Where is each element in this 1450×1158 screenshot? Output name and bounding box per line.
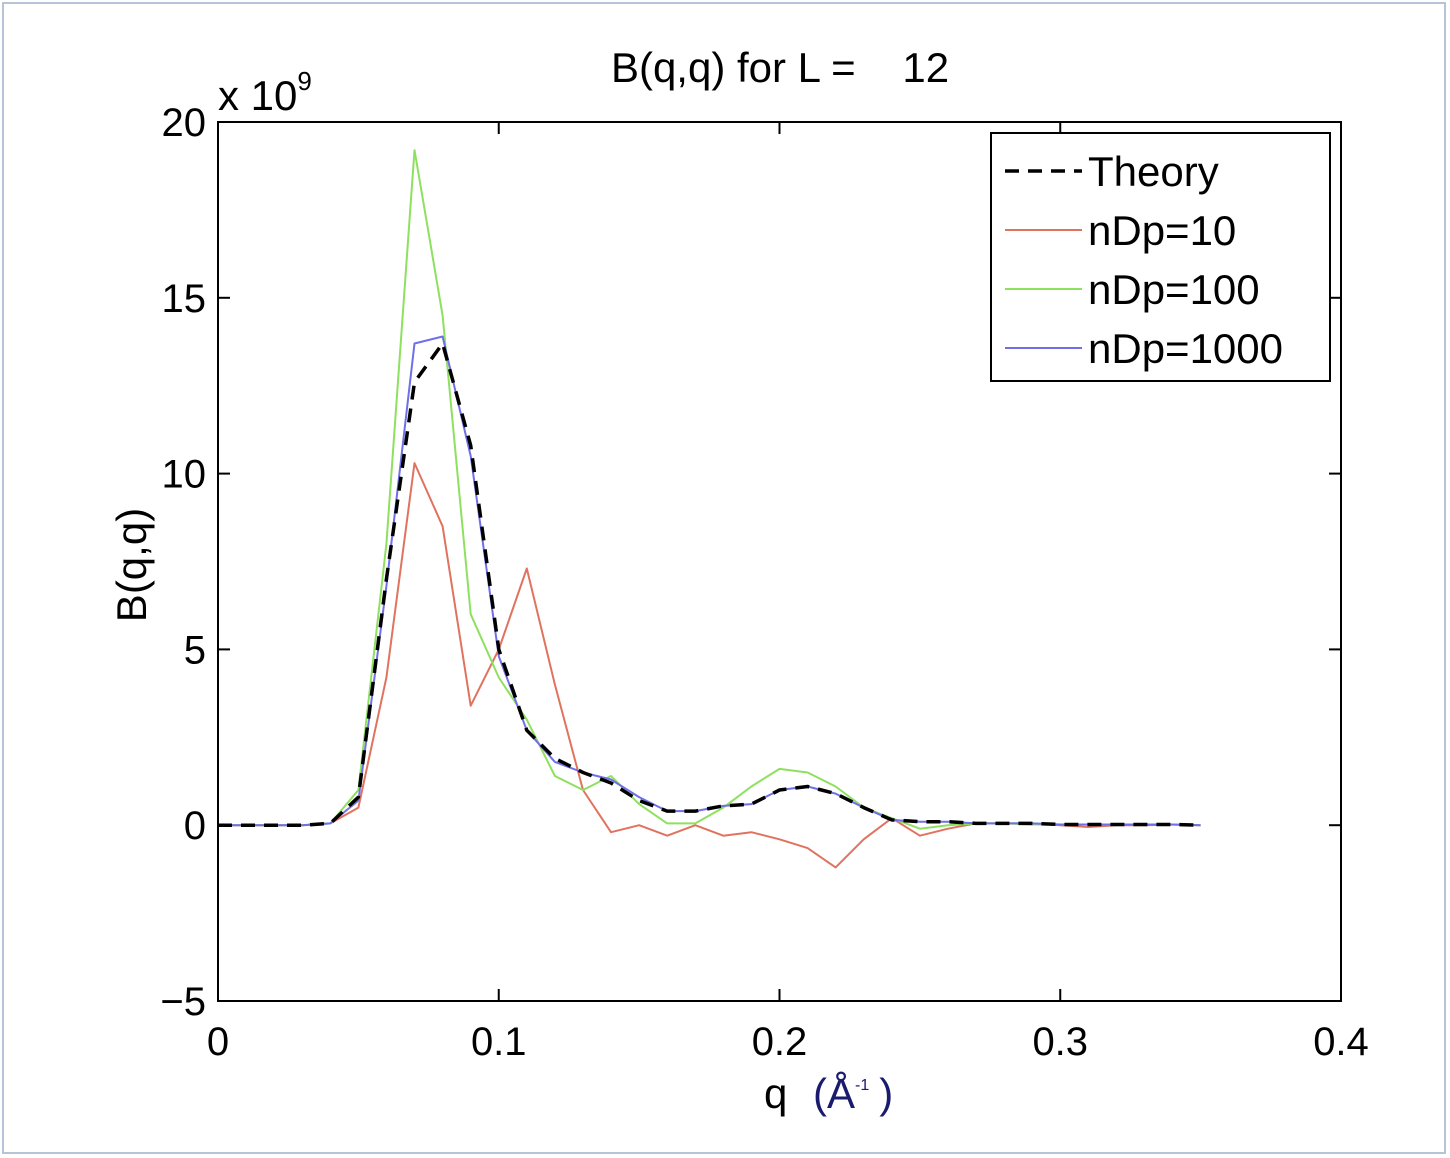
chart-title: B(q,q) for L = 12 — [611, 44, 949, 91]
x-tick-label: 0.1 — [471, 1020, 527, 1064]
y-tick-label: 15 — [162, 277, 207, 321]
legend-box — [990, 132, 1331, 382]
x-axis-label-unit-close: ) — [879, 1070, 893, 1117]
y-multiplier-exponent: 9 — [297, 66, 311, 96]
y-multiplier-base: x 10 — [218, 72, 297, 119]
y-tick-label: −5 — [160, 980, 206, 1024]
legend: Theory nDp=10 nDp=100 nDp=1000 — [990, 132, 1331, 382]
x-tick-label: 0.3 — [1032, 1020, 1088, 1064]
y-tick-label: 10 — [162, 453, 207, 497]
y-multiplier: x 109 — [218, 66, 312, 119]
x-tick-label: 0.4 — [1313, 1020, 1369, 1064]
plot-area-border — [217, 121, 1342, 1002]
legend-label: nDp=100 — [1088, 266, 1260, 313]
series-line-theory — [218, 341, 1201, 827]
x-axis-label-main: q — [764, 1070, 787, 1117]
x-axis-label: q (Å-1) — [764, 1070, 893, 1117]
x-tick-label: 0.2 — [752, 1020, 808, 1064]
x-axis-label-unit: (Å — [813, 1070, 855, 1117]
y-axis-label: B(q,q) — [108, 508, 155, 622]
legend-label: nDp=1000 — [1088, 325, 1283, 372]
legend-label: Theory — [1088, 148, 1219, 195]
y-tick-label: 5 — [184, 628, 206, 672]
x-axis-label-unit-exponent: -1 — [855, 1077, 869, 1094]
series-layer — [218, 149, 1201, 869]
y-tick-label: 20 — [162, 101, 207, 145]
x-tick-label: 0 — [207, 1020, 229, 1064]
y-tick-label: 0 — [184, 804, 206, 848]
legend-label: nDp=10 — [1088, 207, 1236, 254]
